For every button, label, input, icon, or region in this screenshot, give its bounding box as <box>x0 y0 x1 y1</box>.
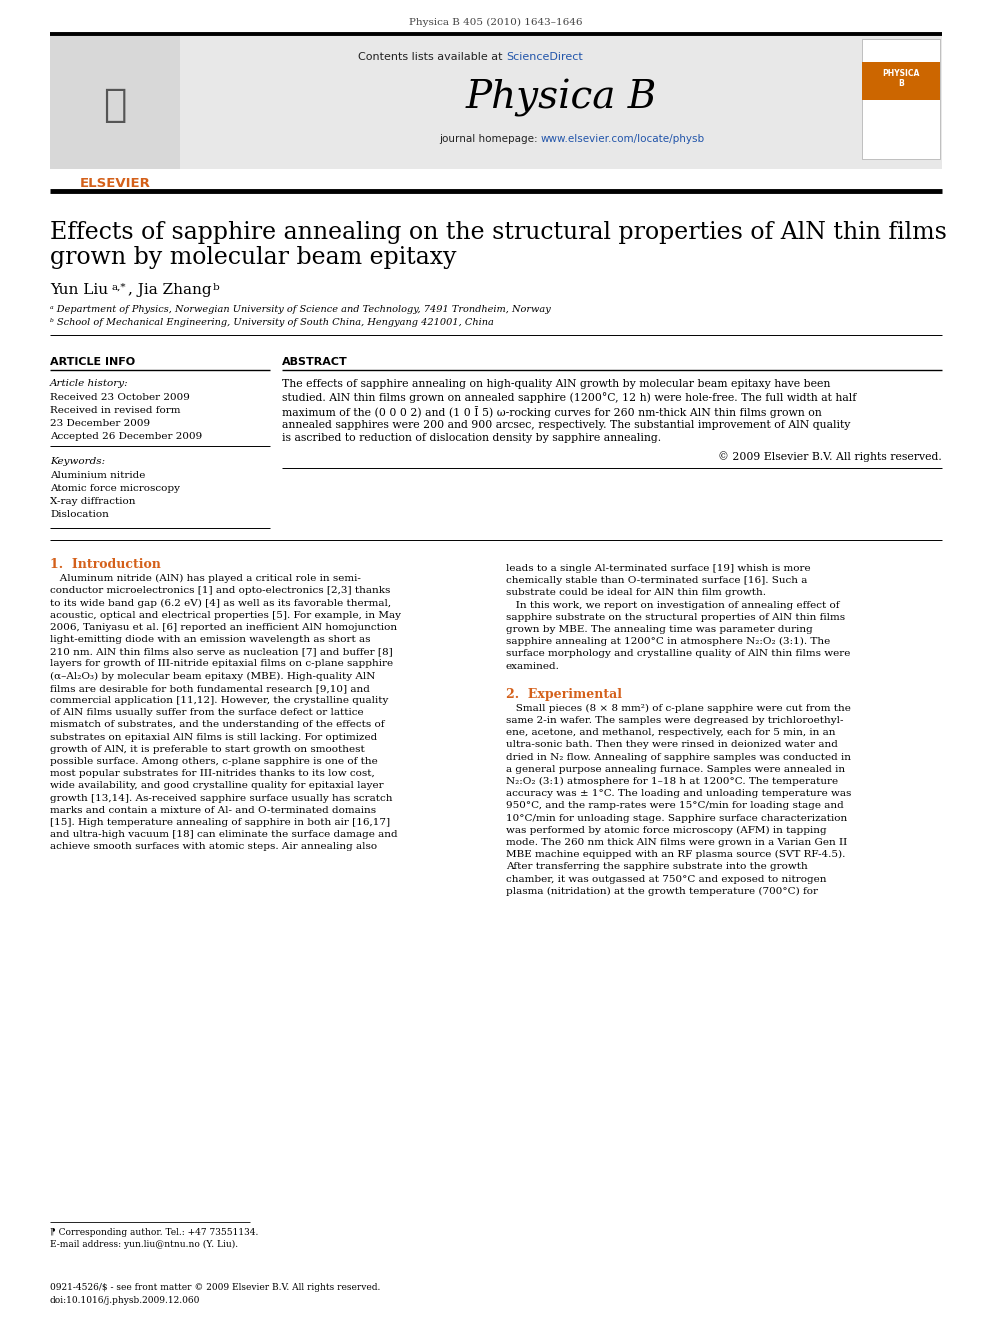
Bar <box>862 38 940 159</box>
Text: 2006, Taniyasu et al. [6] reported an inefficient AlN homojunction: 2006, Taniyasu et al. [6] reported an in… <box>50 623 397 632</box>
Text: Physica B: Physica B <box>465 79 657 116</box>
Text: ᵃ Department of Physics, Norwegian University of Science and Technology, 7491 Tr: ᵃ Department of Physics, Norwegian Unive… <box>50 306 551 314</box>
Text: surface morphology and crystalline quality of AlN thin films were: surface morphology and crystalline quali… <box>506 650 850 659</box>
Text: Dislocation: Dislocation <box>50 509 109 519</box>
Text: Atomic force microscopy: Atomic force microscopy <box>50 484 180 493</box>
Text: sapphire substrate on the structural properties of AlN thin films: sapphire substrate on the structural pro… <box>506 613 845 622</box>
Text: 🌳: 🌳 <box>103 86 127 124</box>
Text: most popular substrates for III-nitrides thanks to its low cost,: most popular substrates for III-nitrides… <box>50 769 375 778</box>
Text: chemically stable than O-terminated surface [16]. Such a: chemically stable than O-terminated surf… <box>506 577 807 585</box>
Text: films are desirable for both fundamental research [9,10] and: films are desirable for both fundamental… <box>50 684 370 693</box>
Text: growth [13,14]. As-received sapphire surface usually has scratch: growth [13,14]. As-received sapphire sur… <box>50 794 393 803</box>
Bar <box>50 34 942 169</box>
Text: In this work, we report on investigation of annealing effect of: In this work, we report on investigation… <box>506 601 839 610</box>
Text: examined.: examined. <box>506 662 559 671</box>
Text: Received in revised form: Received in revised form <box>50 406 181 415</box>
Text: b: b <box>213 283 220 292</box>
Text: Aluminium nitride: Aluminium nitride <box>50 471 146 480</box>
Text: Physica B 405 (2010) 1643–1646: Physica B 405 (2010) 1643–1646 <box>410 19 582 28</box>
Text: accuracy was ± 1°C. The loading and unloading temperature was: accuracy was ± 1°C. The loading and unlo… <box>506 790 851 798</box>
Text: ⁋ Corresponding author. Tel.: +47 73551134.: ⁋ Corresponding author. Tel.: +47 735511… <box>50 1228 258 1237</box>
Text: B: B <box>898 79 904 89</box>
Text: journal homepage:: journal homepage: <box>439 134 541 144</box>
Text: X-ray diffraction: X-ray diffraction <box>50 497 136 505</box>
Text: mismatch of substrates, and the understanding of the effects of: mismatch of substrates, and the understa… <box>50 721 385 729</box>
Text: possible surface. Among others, c-plane sapphire is one of the: possible surface. Among others, c-plane … <box>50 757 378 766</box>
Text: Effects of sapphire annealing on the structural properties of AlN thin films: Effects of sapphire annealing on the str… <box>50 221 947 243</box>
Text: dried in N₂ flow. Annealing of sapphire samples was conducted in: dried in N₂ flow. Annealing of sapphire … <box>506 753 851 762</box>
Text: grown by molecular beam epitaxy: grown by molecular beam epitaxy <box>50 246 456 269</box>
Text: substrates on epitaxial AlN films is still lacking. For optimized: substrates on epitaxial AlN films is sti… <box>50 733 377 742</box>
Text: doi:10.1016/j.physb.2009.12.060: doi:10.1016/j.physb.2009.12.060 <box>50 1297 200 1304</box>
Text: ELSEVIER: ELSEVIER <box>79 177 151 191</box>
Text: growth of AlN, it is preferable to start growth on smoothest: growth of AlN, it is preferable to start… <box>50 745 365 754</box>
Text: PHYSICA: PHYSICA <box>882 69 920 78</box>
Text: 23 December 2009: 23 December 2009 <box>50 419 150 429</box>
Text: ultra-sonic bath. Then they were rinsed in deionized water and: ultra-sonic bath. Then they were rinsed … <box>506 741 838 749</box>
Text: plasma (nitridation) at the growth temperature (700°C) for: plasma (nitridation) at the growth tempe… <box>506 886 818 896</box>
Text: light-emitting diode with an emission wavelength as short as: light-emitting diode with an emission wa… <box>50 635 370 644</box>
Text: ABSTRACT: ABSTRACT <box>282 357 348 366</box>
Bar <box>862 62 940 101</box>
Text: a general purpose annealing furnace. Samples were annealed in: a general purpose annealing furnace. Sam… <box>506 765 845 774</box>
Text: , Jia Zhang: , Jia Zhang <box>128 283 211 296</box>
Text: MBE machine equipped with an RF plasma source (SVT RF-4.5).: MBE machine equipped with an RF plasma s… <box>506 851 845 860</box>
Text: Small pieces (8 × 8 mm²) of c-plane sapphire were cut from the: Small pieces (8 × 8 mm²) of c-plane sapp… <box>506 704 851 713</box>
Text: www.elsevier.com/locate/physb: www.elsevier.com/locate/physb <box>541 134 705 144</box>
Text: Aluminum nitride (AlN) has played a critical role in semi-: Aluminum nitride (AlN) has played a crit… <box>50 574 361 583</box>
Text: same 2-in wafer. The samples were degreased by trichloroethyl-: same 2-in wafer. The samples were degrea… <box>506 716 843 725</box>
Text: studied. AlN thin films grown on annealed sapphire (1200°C, 12 h) were hole-free: studied. AlN thin films grown on anneale… <box>282 393 856 404</box>
Text: ScienceDirect: ScienceDirect <box>506 52 582 62</box>
Text: a,*: a,* <box>112 283 127 292</box>
Bar <box>50 34 180 169</box>
Text: E-mail address: yun.liu@ntnu.no (Y. Liu).: E-mail address: yun.liu@ntnu.no (Y. Liu)… <box>50 1240 238 1249</box>
Text: 210 nm. AlN thin films also serve as nucleation [7] and buffer [8]: 210 nm. AlN thin films also serve as nuc… <box>50 647 393 656</box>
Text: ARTICLE INFO: ARTICLE INFO <box>50 357 135 366</box>
Text: 1.  Introduction: 1. Introduction <box>50 558 161 572</box>
Text: Keywords:: Keywords: <box>50 456 105 466</box>
Text: N₂:O₂ (3:1) atmosphere for 1–18 h at 1200°C. The temperature: N₂:O₂ (3:1) atmosphere for 1–18 h at 120… <box>506 777 838 786</box>
Text: is ascribed to reduction of dislocation density by sapphire annealing.: is ascribed to reduction of dislocation … <box>282 433 661 443</box>
Text: commercial application [11,12]. However, the crystalline quality: commercial application [11,12]. However,… <box>50 696 389 705</box>
Text: acoustic, optical and electrical properties [5]. For example, in May: acoustic, optical and electrical propert… <box>50 611 401 619</box>
Text: and ultra-high vacuum [18] can eliminate the surface damage and: and ultra-high vacuum [18] can eliminate… <box>50 831 398 839</box>
Text: 950°C, and the ramp-rates were 15°C/min for loading stage and: 950°C, and the ramp-rates were 15°C/min … <box>506 802 844 811</box>
Text: annealed sapphires were 200 and 900 arcsec, respectively. The substantial improv: annealed sapphires were 200 and 900 arcs… <box>282 419 850 430</box>
Text: of AlN films usually suffer from the surface defect or lattice: of AlN films usually suffer from the sur… <box>50 708 364 717</box>
Text: Accepted 26 December 2009: Accepted 26 December 2009 <box>50 433 202 441</box>
Text: maximum of the (0 0 0 2) and (1 0 Ī 5) ω-rocking curves for 260 nm-thick AlN thi: maximum of the (0 0 0 2) and (1 0 Ī 5) ω… <box>282 406 821 418</box>
Text: to its wide band gap (6.2 eV) [4] as well as its favorable thermal,: to its wide band gap (6.2 eV) [4] as wel… <box>50 598 391 607</box>
Text: © 2009 Elsevier B.V. All rights reserved.: © 2009 Elsevier B.V. All rights reserved… <box>718 451 942 462</box>
Text: 10°C/min for unloading stage. Sapphire surface characterization: 10°C/min for unloading stage. Sapphire s… <box>506 814 847 823</box>
Text: sapphire annealing at 1200°C in atmosphere N₂:O₂ (3:1). The: sapphire annealing at 1200°C in atmosphe… <box>506 638 830 647</box>
Text: The effects of sapphire annealing on high-quality AlN growth by molecular beam e: The effects of sapphire annealing on hig… <box>282 378 830 389</box>
Text: [15]. High temperature annealing of sapphire in both air [16,17]: [15]. High temperature annealing of sapp… <box>50 818 390 827</box>
Text: 0921-4526/$ - see front matter © 2009 Elsevier B.V. All rights reserved.: 0921-4526/$ - see front matter © 2009 El… <box>50 1283 380 1293</box>
Text: was performed by atomic force microscopy (AFM) in tapping: was performed by atomic force microscopy… <box>506 826 826 835</box>
Text: marks and contain a mixture of Al- and O-terminated domains: marks and contain a mixture of Al- and O… <box>50 806 376 815</box>
Text: chamber, it was outgassed at 750°C and exposed to nitrogen: chamber, it was outgassed at 750°C and e… <box>506 875 826 884</box>
Text: grown by MBE. The annealing time was parameter during: grown by MBE. The annealing time was par… <box>506 624 812 634</box>
Text: Article history:: Article history: <box>50 378 129 388</box>
Text: Received 23 October 2009: Received 23 October 2009 <box>50 393 189 402</box>
Text: leads to a single Al-terminated surface [19] whish is more: leads to a single Al-terminated surface … <box>506 564 810 573</box>
Text: (α–Al₂O₃) by molecular beam epitaxy (MBE). High-quality AlN: (α–Al₂O₃) by molecular beam epitaxy (MBE… <box>50 672 375 681</box>
Text: ᵇ School of Mechanical Engineering, University of South China, Hengyang 421001, : ᵇ School of Mechanical Engineering, Univ… <box>50 318 494 327</box>
Text: After transferring the sapphire substrate into the growth: After transferring the sapphire substrat… <box>506 863 807 872</box>
Text: conductor microelectronics [1] and opto-electronics [2,3] thanks: conductor microelectronics [1] and opto-… <box>50 586 391 595</box>
Text: Contents lists available at: Contents lists available at <box>358 52 506 62</box>
Text: wide availability, and good crystalline quality for epitaxial layer: wide availability, and good crystalline … <box>50 782 384 790</box>
Text: Yun Liu: Yun Liu <box>50 283 108 296</box>
Text: ene, acetone, and methanol, respectively, each for 5 min, in an: ene, acetone, and methanol, respectively… <box>506 728 835 737</box>
Text: substrate could be ideal for AlN thin film growth.: substrate could be ideal for AlN thin fi… <box>506 589 766 598</box>
Text: layers for growth of III-nitride epitaxial films on c-plane sapphire: layers for growth of III-nitride epitaxi… <box>50 659 393 668</box>
Text: 2.  Experimental: 2. Experimental <box>506 688 622 701</box>
Text: mode. The 260 nm thick AlN films were grown in a Varian Gen II: mode. The 260 nm thick AlN films were gr… <box>506 837 847 847</box>
Text: achieve smooth surfaces with atomic steps. Air annealing also: achieve smooth surfaces with atomic step… <box>50 843 377 852</box>
